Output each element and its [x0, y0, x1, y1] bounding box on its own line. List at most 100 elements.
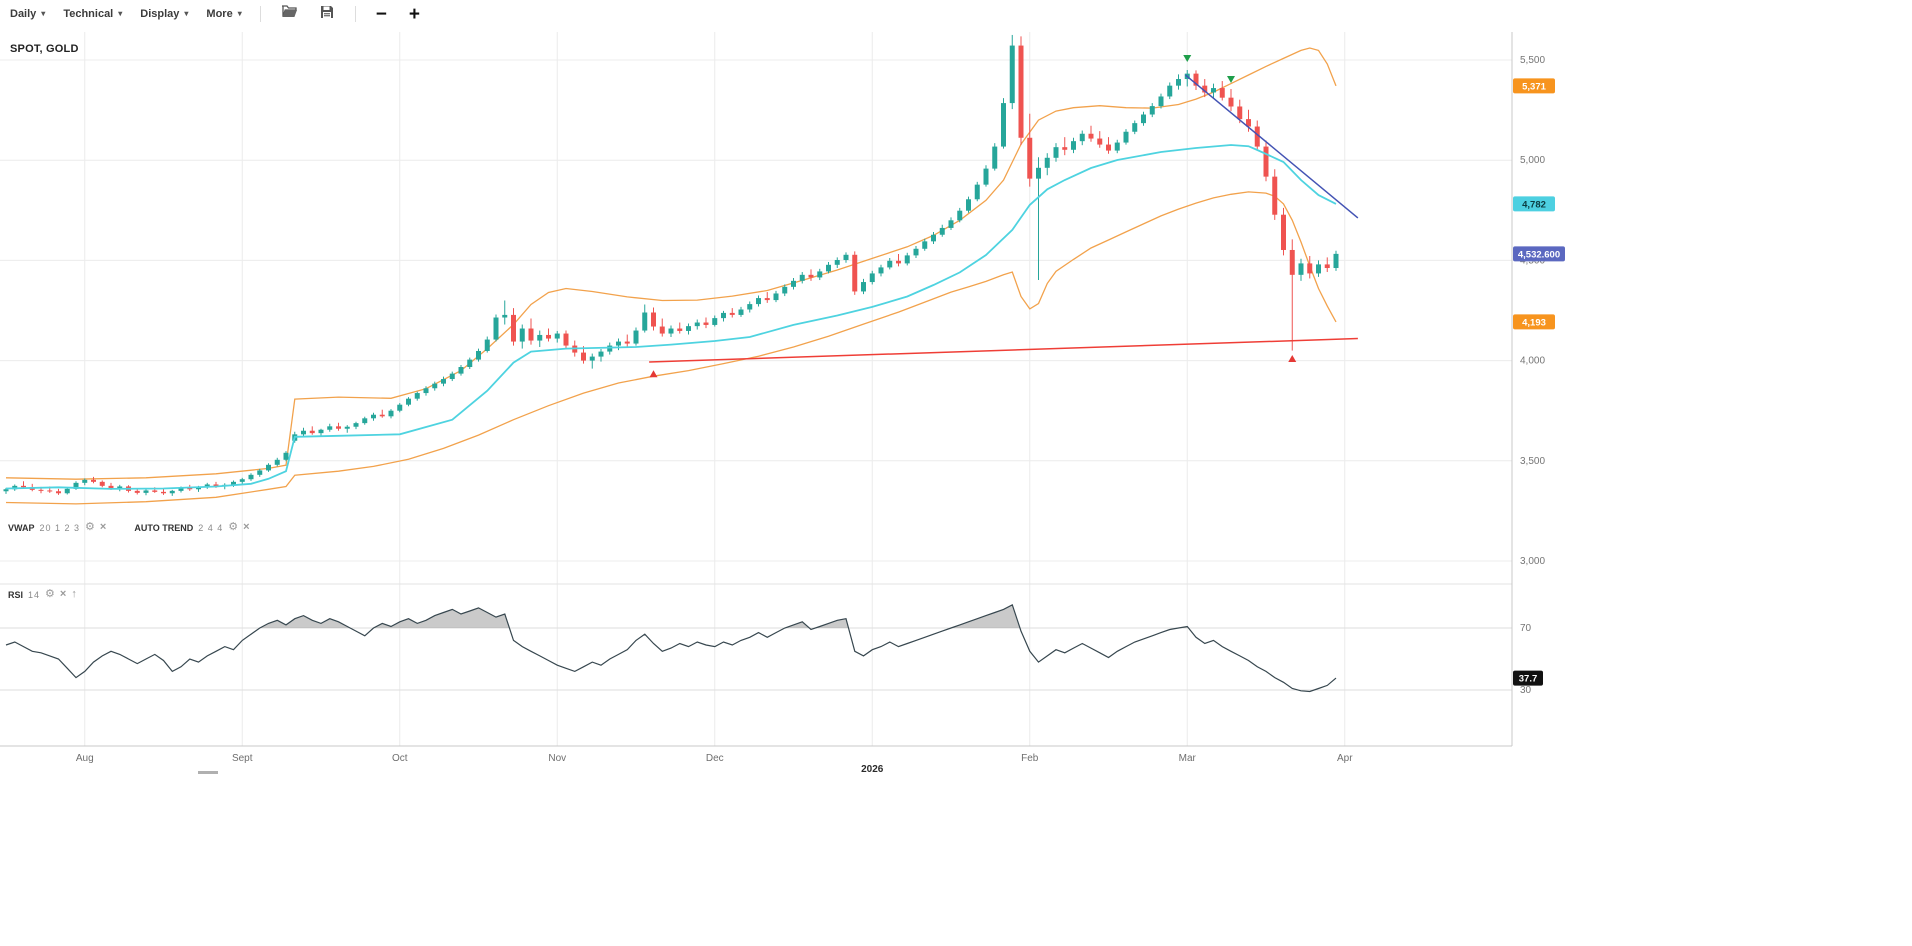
- display-dropdown[interactable]: Display ▾: [140, 8, 188, 20]
- candle-body: [1176, 79, 1181, 86]
- candle-body: [808, 274, 814, 278]
- candle-body: [581, 352, 586, 361]
- more-label: More: [206, 8, 233, 20]
- price-axis-badge: [1513, 196, 1555, 212]
- rsi-value-badge-label: 37.7: [1519, 674, 1538, 685]
- candle-body: [834, 259, 840, 265]
- candle-body: [152, 490, 158, 492]
- candle-body: [38, 489, 44, 491]
- close-icon[interactable]: ×: [59, 588, 67, 600]
- vwap-indicator-legend: VWAP 20 1 2 3 ⚙ ×: [8, 522, 106, 533]
- candle-body: [546, 334, 551, 339]
- candle-body: [878, 267, 884, 274]
- candle-body: [843, 254, 849, 260]
- rsi-tick-label: 70: [1520, 623, 1532, 634]
- candle-body: [493, 317, 499, 340]
- vwap-lower-band: [5, 191, 1337, 505]
- candle-body: [537, 334, 543, 341]
- candle-body: [1281, 214, 1286, 250]
- vwap-indicator-name: VWAP: [8, 522, 35, 533]
- gear-icon[interactable]: ⚙: [45, 588, 55, 600]
- candle-body: [1289, 249, 1295, 275]
- candle-body: [948, 220, 954, 228]
- candle-body: [659, 326, 665, 334]
- move-pane-up-icon[interactable]: ↑: [71, 588, 77, 600]
- gear-icon[interactable]: ⚙: [85, 521, 95, 533]
- display-label: Display: [140, 8, 180, 20]
- candle-body: [1071, 141, 1076, 150]
- gear-icon[interactable]: ⚙: [228, 521, 239, 533]
- open-chart-button[interactable]: [279, 4, 299, 24]
- candle-body: [353, 423, 359, 427]
- candle-body: [1053, 147, 1059, 158]
- candle-body: [1088, 133, 1094, 139]
- zoom-in-button[interactable]: +: [408, 3, 420, 25]
- candle-body: [379, 414, 385, 417]
- candle-body: [1324, 264, 1330, 269]
- candle-body: [231, 481, 236, 485]
- candle-body: [21, 485, 26, 488]
- candle-body: [239, 479, 245, 482]
- candle-body: [1106, 144, 1111, 151]
- candle-body: [1009, 45, 1015, 104]
- candle-body: [82, 479, 88, 483]
- auto-trend-indicator-params: 2 4 4: [198, 522, 224, 533]
- year-label: 2026: [861, 764, 884, 775]
- candle-body: [432, 383, 438, 389]
- candle-body: [213, 484, 219, 487]
- technical-dropdown[interactable]: Technical ▾: [63, 8, 122, 20]
- candle-body: [143, 490, 149, 493]
- candle-body: [1263, 146, 1269, 177]
- save-chart-button[interactable]: [317, 4, 337, 24]
- candle-body: [204, 484, 210, 487]
- toolbar: Daily ▾ Technical ▾ Display ▾ More ▾ −: [0, 0, 1575, 28]
- month-label: Feb: [1021, 753, 1039, 764]
- price-axis-badge-label: 4,532.600: [1518, 249, 1560, 260]
- triangle-down-marker: [1183, 55, 1192, 63]
- candle-body: [1167, 85, 1173, 97]
- close-icon[interactable]: ×: [243, 521, 250, 533]
- candle-body: [467, 359, 473, 368]
- candle-body: [99, 481, 105, 486]
- zoom-out-button[interactable]: −: [375, 3, 387, 25]
- candle-body: [414, 393, 420, 399]
- candle-body: [1237, 106, 1243, 120]
- auto-trend-support: [649, 337, 1358, 363]
- candle-body: [458, 367, 464, 374]
- auto-trend-indicator-name: AUTO TREND: [134, 522, 194, 533]
- candle-body: [939, 227, 945, 235]
- candle-body: [1044, 157, 1050, 168]
- candle-body: [931, 234, 936, 242]
- candle-body: [651, 312, 656, 327]
- close-icon[interactable]: ×: [99, 521, 107, 533]
- candle-body: [528, 328, 534, 341]
- price-tick-label: 3,500: [1520, 456, 1545, 467]
- chart-canvas[interactable]: 5,5005,0004,5004,0003,5003,0007030AugSep…: [0, 0, 1565, 776]
- candle-body: [388, 410, 394, 417]
- candle-body: [1079, 133, 1085, 142]
- candle-body: [1001, 103, 1006, 147]
- candle-body: [974, 184, 980, 200]
- candle-body: [56, 491, 61, 494]
- candle-body: [764, 298, 770, 301]
- candle-body: [1316, 264, 1321, 274]
- candle-body: [1114, 142, 1120, 151]
- more-dropdown[interactable]: More ▾: [206, 8, 241, 20]
- technical-label: Technical: [63, 8, 114, 20]
- candle-body: [283, 452, 289, 460]
- timeframe-dropdown[interactable]: Daily ▾: [10, 8, 45, 20]
- candle-body: [589, 356, 595, 361]
- candle-body: [957, 210, 963, 221]
- candle-body: [1132, 123, 1138, 132]
- candle-body: [108, 485, 114, 489]
- candle-body: [852, 254, 858, 292]
- chevron-down-icon: ▾: [41, 9, 46, 18]
- candle-body: [91, 479, 96, 482]
- candle-body: [966, 199, 971, 211]
- candle-body: [1202, 85, 1208, 93]
- rsi-indicator-params: 14: [28, 589, 41, 600]
- candle-body: [624, 341, 630, 344]
- candle-body: [1228, 97, 1234, 107]
- vwap-indicator-params: 20 1 2 3: [39, 522, 81, 533]
